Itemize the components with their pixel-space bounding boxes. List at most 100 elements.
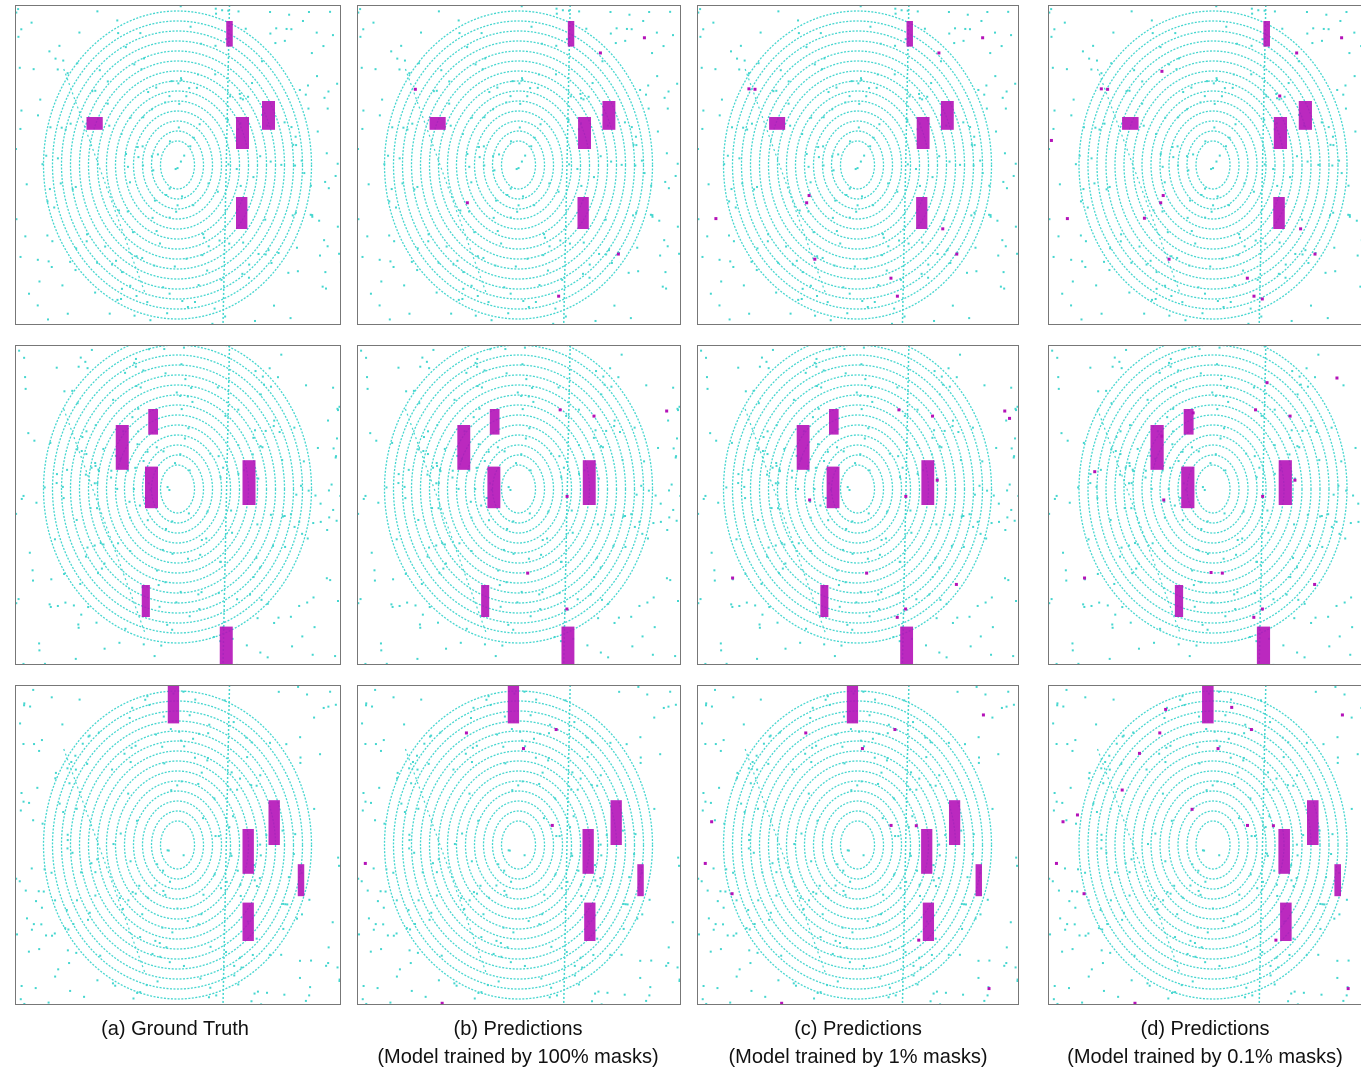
point xyxy=(905,38,907,40)
point xyxy=(704,495,706,497)
point xyxy=(427,453,429,455)
point xyxy=(31,22,33,24)
scan-ring xyxy=(1160,101,1266,229)
point xyxy=(1281,28,1283,30)
point xyxy=(624,40,626,42)
point xyxy=(294,526,296,528)
point xyxy=(1210,168,1212,170)
point xyxy=(417,247,419,249)
point xyxy=(229,95,231,97)
point xyxy=(555,73,557,75)
point xyxy=(1155,133,1157,135)
point xyxy=(518,204,520,206)
false-positive xyxy=(981,36,984,39)
point xyxy=(821,68,823,70)
point xyxy=(175,168,177,170)
point xyxy=(791,477,793,479)
false-positive xyxy=(1210,571,1213,574)
point xyxy=(1288,954,1290,956)
point xyxy=(1260,316,1262,318)
point xyxy=(715,440,717,442)
point xyxy=(952,305,954,307)
point xyxy=(78,366,80,368)
point xyxy=(309,986,311,988)
point xyxy=(1128,292,1130,294)
point xyxy=(1091,968,1093,970)
point xyxy=(845,194,847,196)
scan-ring xyxy=(125,781,231,909)
point xyxy=(193,137,195,139)
scan-line xyxy=(64,69,145,293)
point xyxy=(1194,942,1196,944)
point xyxy=(170,789,172,791)
point xyxy=(445,562,447,564)
point xyxy=(701,256,703,258)
panel-border xyxy=(698,686,1019,1005)
point xyxy=(1192,153,1194,155)
point xyxy=(491,319,493,321)
point xyxy=(1237,772,1239,774)
point xyxy=(881,254,883,256)
point xyxy=(1109,658,1111,660)
point xyxy=(228,826,230,828)
point xyxy=(188,512,190,514)
point xyxy=(64,927,66,929)
point xyxy=(896,191,898,193)
point xyxy=(374,689,376,691)
point xyxy=(849,95,851,97)
point xyxy=(738,157,740,159)
point xyxy=(748,949,750,951)
point xyxy=(1243,757,1245,759)
point xyxy=(294,833,296,835)
point xyxy=(136,820,138,822)
point xyxy=(224,316,226,318)
point xyxy=(18,598,20,600)
point xyxy=(207,732,209,734)
point xyxy=(1123,912,1125,914)
point xyxy=(822,257,824,259)
point xyxy=(174,462,176,464)
point xyxy=(472,707,474,709)
point xyxy=(389,1002,391,1004)
scan-ring xyxy=(1196,141,1230,189)
point xyxy=(991,717,993,719)
point xyxy=(1010,921,1012,923)
point xyxy=(473,416,475,418)
point xyxy=(436,462,438,464)
point xyxy=(180,740,182,742)
point xyxy=(528,306,530,308)
point xyxy=(933,429,935,431)
point xyxy=(1166,891,1168,893)
point xyxy=(707,388,709,390)
caption-detail: (Model trained by 1% masks) xyxy=(688,1043,1028,1071)
point xyxy=(37,259,39,261)
point xyxy=(1307,262,1309,264)
point xyxy=(1339,533,1341,535)
point xyxy=(215,13,217,15)
point xyxy=(439,572,441,574)
point xyxy=(1003,288,1005,290)
point xyxy=(1237,254,1239,256)
point xyxy=(1197,549,1199,551)
point xyxy=(1110,448,1112,450)
point xyxy=(28,802,30,804)
point xyxy=(1306,11,1308,13)
lidar-panel xyxy=(697,335,1019,666)
point xyxy=(1056,702,1058,704)
point xyxy=(636,918,638,920)
point xyxy=(1238,817,1240,819)
point xyxy=(1177,145,1179,147)
point xyxy=(66,847,68,849)
point xyxy=(172,553,174,555)
false-positive xyxy=(988,987,991,990)
point xyxy=(393,935,395,937)
point xyxy=(1061,293,1063,295)
point xyxy=(933,864,935,866)
point xyxy=(1337,762,1339,764)
point xyxy=(809,717,811,719)
point xyxy=(180,363,182,365)
point xyxy=(149,319,151,321)
point xyxy=(452,769,454,771)
point xyxy=(591,1000,593,1002)
point xyxy=(722,923,724,925)
